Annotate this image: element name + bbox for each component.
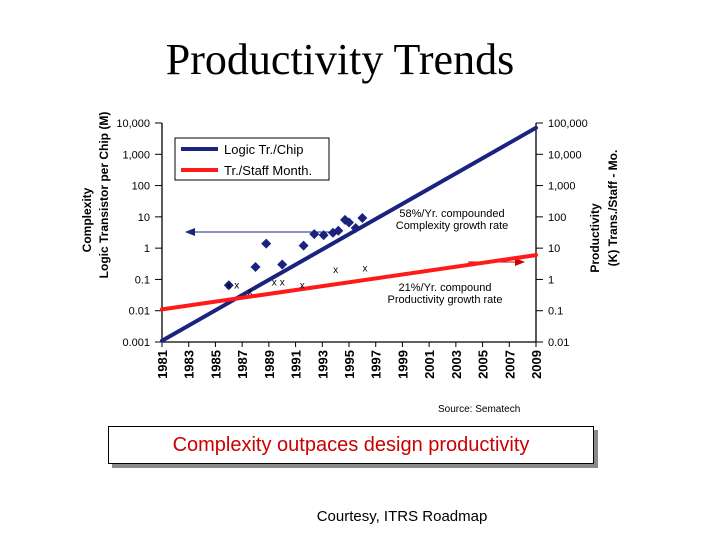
productivity-data-point: x <box>234 280 239 291</box>
productivity-data-point: x <box>300 280 305 291</box>
x-axis-tick-label: 1991 <box>289 350 304 379</box>
left-axis-tick-label: 1 <box>144 243 150 255</box>
x-axis-tick-label: 1995 <box>342 350 357 379</box>
x-axis-tick-label: 2007 <box>502 350 517 379</box>
complexity-data-point <box>344 217 354 228</box>
x-axis-tick-label: 2001 <box>422 350 437 379</box>
x-axis-tick-label: 1993 <box>315 350 330 379</box>
complexity-growth-annotation-line1: 58%/Yr. compounded <box>399 208 504 220</box>
left-axis-tick-label: 100 <box>132 181 150 193</box>
legend: Logic Tr./Chip Tr./Staff Month. <box>174 137 330 181</box>
left-axis-tick-label: 10 <box>138 212 150 224</box>
complexity-data-point <box>261 238 272 249</box>
right-axis-tick-label: 0.01 <box>548 337 569 349</box>
x-axis-tick-label: 2005 <box>476 350 491 379</box>
productivity-data-point: x <box>333 265 338 276</box>
courtesy-note: Courtesy, ITRS Roadmap <box>316 508 488 525</box>
left-axis-title-line1: Complexity <box>80 187 94 252</box>
left-axis-tick-label: 0.01 <box>129 306 150 318</box>
right-axis-tick-label: 10 <box>548 243 560 255</box>
x-axis-tick-label: 1985 <box>208 350 223 379</box>
left-axis-tick-label: 10,000 <box>116 118 150 130</box>
right-axis-tick-label: 1,000 <box>548 181 576 193</box>
callout-box: Complexity outpaces design productivity <box>108 426 594 464</box>
complexity-data-point <box>333 225 344 236</box>
productivity-data-point: x <box>280 277 285 288</box>
productivity-data-point: x <box>272 277 277 288</box>
right-axis-title-line2: (K) Trans./Staff - Mo. <box>606 150 620 267</box>
complexity-trend-line <box>160 125 538 343</box>
complexity-data-point <box>223 280 234 291</box>
complexity-data-point <box>350 223 361 234</box>
x-axis-tick-label: 2009 <box>529 350 544 379</box>
x-axis-tick-label: 1999 <box>395 350 410 379</box>
left-axis-tick-label: 0.1 <box>135 274 150 286</box>
right-axis-tick-label: 100 <box>548 212 566 224</box>
complexity-data-point <box>250 261 261 272</box>
legend-box <box>174 137 330 181</box>
left-axis-title-line2: Logic Transistor per Chip (M) <box>97 112 111 279</box>
productivity-growth-annotation-line2: Productivity growth rate <box>388 294 503 306</box>
complexity-data-point <box>298 240 309 251</box>
left-axis-tick-label: 1,000 <box>122 149 150 161</box>
legend-label-complexity: Logic Tr./Chip <box>224 142 304 157</box>
productivity-chart: Complexity Logic Transistor per Chip (M)… <box>80 112 620 379</box>
right-axis-tick-label: 0.1 <box>548 306 563 318</box>
complexity-data-point <box>357 212 368 223</box>
productivity-trend-line <box>160 253 538 312</box>
x-axis-tick-label: 2003 <box>449 350 464 379</box>
right-axis-tick-label: 100,000 <box>548 118 588 130</box>
complexity-data-point <box>277 259 288 270</box>
left-axis-tick-label: 0.001 <box>122 337 150 349</box>
complexity-growth-annotation-line2: Complexity growth rate <box>396 220 509 232</box>
productivity-data-point: x <box>226 280 231 291</box>
right-axis-tick-label: 1 <box>548 274 554 286</box>
x-axis-tick-label: 1983 <box>182 350 197 379</box>
right-axis-title-line1: Productivity <box>588 203 602 273</box>
legend-label-productivity: Tr./Staff Month. <box>224 163 312 178</box>
productivity-growth-annotation-line1: 21%/Yr. compound <box>399 282 492 294</box>
x-axis-tick-label: 1997 <box>369 350 384 379</box>
source-note: Source: Sematech <box>438 404 521 415</box>
productivity-data-point: x <box>248 287 253 298</box>
right-axis-tick-label: 10,000 <box>548 149 582 161</box>
page-title: Productivity Trends <box>165 35 515 84</box>
x-axis-tick-label: 1981 <box>155 350 170 379</box>
x-axis-tick-label: 1989 <box>262 350 277 379</box>
complexity-data-point <box>309 229 320 240</box>
x-axis-tick-label: 1987 <box>235 350 250 379</box>
complexity-data-point <box>318 230 329 241</box>
callout-text: Complexity outpaces design productivity <box>172 433 530 456</box>
productivity-data-point: x <box>363 264 368 275</box>
